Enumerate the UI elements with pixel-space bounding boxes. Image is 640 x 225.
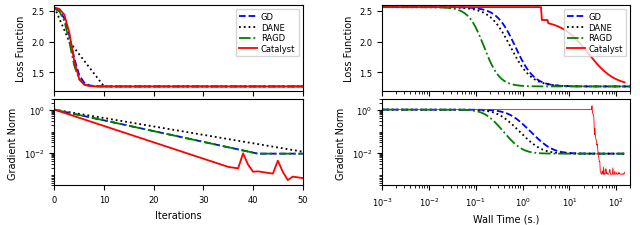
DANE	[299, 86, 307, 88]
DANE	[220, 86, 227, 88]
GD	[214, 86, 222, 88]
Line: RAGD: RAGD	[54, 9, 303, 87]
Line: GD: GD	[54, 9, 303, 87]
Y-axis label: Loss Function: Loss Function	[344, 16, 354, 81]
DANE	[294, 86, 301, 88]
GD	[130, 86, 138, 88]
GD	[627, 86, 634, 88]
Line: DANE: DANE	[382, 8, 630, 87]
RAGD	[605, 86, 613, 88]
DANE	[424, 7, 432, 9]
GD	[444, 7, 452, 9]
Catalyst	[130, 86, 138, 88]
Catalyst	[125, 86, 132, 88]
RAGD	[294, 86, 301, 88]
Catalyst	[220, 86, 227, 88]
GD	[393, 7, 401, 9]
Y-axis label: Loss Function: Loss Function	[16, 16, 26, 81]
GD	[294, 86, 301, 88]
GD	[125, 86, 132, 88]
X-axis label: Iterations: Iterations	[156, 210, 202, 220]
GD	[51, 8, 58, 11]
GD	[225, 86, 232, 88]
RAGD	[209, 86, 217, 88]
RAGD	[51, 8, 58, 11]
RAGD	[130, 86, 138, 88]
RAGD	[125, 86, 132, 88]
Catalyst	[51, 7, 58, 10]
DANE	[378, 7, 386, 9]
Line: RAGD: RAGD	[382, 8, 630, 87]
DANE	[444, 7, 452, 10]
RAGD	[388, 7, 396, 9]
Line: GD: GD	[382, 8, 630, 87]
DANE	[234, 86, 242, 88]
Catalyst	[294, 86, 301, 88]
Y-axis label: Gradient Norm: Gradient Norm	[8, 107, 19, 179]
Catalyst	[522, 7, 529, 9]
X-axis label: Wall Time (s.): Wall Time (s.)	[473, 213, 540, 223]
Legend: GD, DANE, RAGD, Catalyst: GD, DANE, RAGD, Catalyst	[236, 10, 298, 57]
DANE	[51, 7, 58, 9]
GD	[234, 86, 242, 88]
RAGD	[627, 86, 634, 88]
Catalyst	[105, 86, 113, 88]
GD	[614, 86, 622, 88]
Line: Catalyst: Catalyst	[382, 8, 625, 83]
DANE	[100, 86, 108, 88]
Catalyst	[523, 7, 531, 9]
RAGD	[234, 86, 242, 88]
GD	[378, 7, 386, 9]
DANE	[130, 86, 138, 88]
Y-axis label: Gradient Norm: Gradient Norm	[336, 107, 346, 179]
Catalyst	[598, 68, 605, 71]
Catalyst	[582, 51, 590, 53]
DANE	[388, 7, 396, 9]
Catalyst	[234, 86, 242, 88]
Catalyst	[299, 86, 307, 88]
Catalyst	[378, 7, 386, 9]
DANE	[110, 86, 118, 88]
GD	[605, 86, 613, 88]
Catalyst	[527, 7, 534, 9]
DANE	[614, 86, 622, 88]
RAGD	[299, 86, 307, 88]
RAGD	[378, 7, 386, 9]
RAGD	[424, 7, 432, 9]
Line: DANE: DANE	[54, 8, 303, 87]
Line: Catalyst: Catalyst	[54, 9, 303, 87]
RAGD	[105, 86, 113, 88]
GD	[424, 7, 432, 9]
RAGD	[393, 7, 401, 9]
Catalyst	[379, 7, 387, 9]
DANE	[135, 86, 143, 88]
RAGD	[444, 7, 452, 10]
GD	[299, 86, 307, 88]
Catalyst	[621, 82, 628, 84]
Catalyst	[195, 86, 202, 88]
Legend: GD, DANE, RAGD, Catalyst: GD, DANE, RAGD, Catalyst	[564, 10, 626, 57]
RAGD	[614, 86, 622, 88]
GD	[105, 86, 113, 88]
DANE	[393, 7, 401, 9]
DANE	[627, 86, 634, 88]
RAGD	[220, 86, 227, 88]
DANE	[605, 86, 613, 88]
GD	[388, 7, 396, 9]
